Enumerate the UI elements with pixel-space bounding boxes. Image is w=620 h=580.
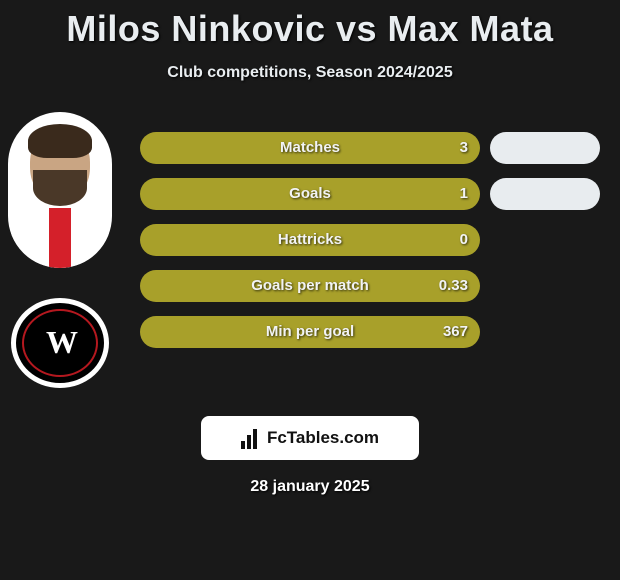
stat-value-left: 0.33 bbox=[439, 270, 468, 302]
stat-bar-left: Hattricks0 bbox=[140, 224, 480, 256]
stat-value-left: 367 bbox=[443, 316, 468, 348]
player-left-club-badge: W bbox=[11, 298, 109, 388]
stat-value-left: 3 bbox=[460, 132, 468, 164]
stat-label: Goals per match bbox=[140, 270, 480, 302]
stat-value-left: 1 bbox=[460, 178, 468, 210]
stat-bar-right bbox=[490, 178, 600, 210]
stat-label: Goals bbox=[140, 178, 480, 210]
source-label: FcTables.com bbox=[267, 428, 379, 448]
source-badge: FcTables.com bbox=[201, 416, 419, 460]
comparison-content: W Matches3 Goals1 Hattricks0 Goals per matc… bbox=[0, 112, 620, 412]
stat-bar-left: Min per goal367 bbox=[140, 316, 480, 348]
stat-value-left: 0 bbox=[460, 224, 468, 256]
page-title: Milos Ninkovic vs Max Mata bbox=[0, 0, 620, 50]
stat-bar-right-fill bbox=[490, 132, 600, 164]
stat-bar-left: Matches3 bbox=[140, 132, 480, 164]
stat-label: Hattricks bbox=[140, 224, 480, 256]
stat-bar-right bbox=[490, 224, 600, 256]
stat-bar-right-fill bbox=[490, 178, 600, 210]
stat-bar-right bbox=[490, 132, 600, 164]
stat-label: Matches bbox=[140, 132, 480, 164]
stat-bar-left: Goals per match0.33 bbox=[140, 270, 480, 302]
stats-bars-left: Matches3Goals1Hattricks0Goals per match0… bbox=[140, 132, 480, 362]
stat-bar-right bbox=[490, 316, 600, 348]
fctables-logo-icon bbox=[241, 427, 263, 449]
club-monogram: W bbox=[46, 324, 74, 361]
stats-bars-right bbox=[490, 132, 600, 362]
page-subtitle: Club competitions, Season 2024/2025 bbox=[0, 64, 620, 82]
stat-bar-left: Goals1 bbox=[140, 178, 480, 210]
snapshot-date: 28 january 2025 bbox=[0, 478, 620, 496]
stat-bar-right bbox=[490, 270, 600, 302]
stat-label: Min per goal bbox=[140, 316, 480, 348]
player-left-avatar bbox=[8, 112, 112, 268]
player-left-column: W bbox=[0, 112, 120, 388]
